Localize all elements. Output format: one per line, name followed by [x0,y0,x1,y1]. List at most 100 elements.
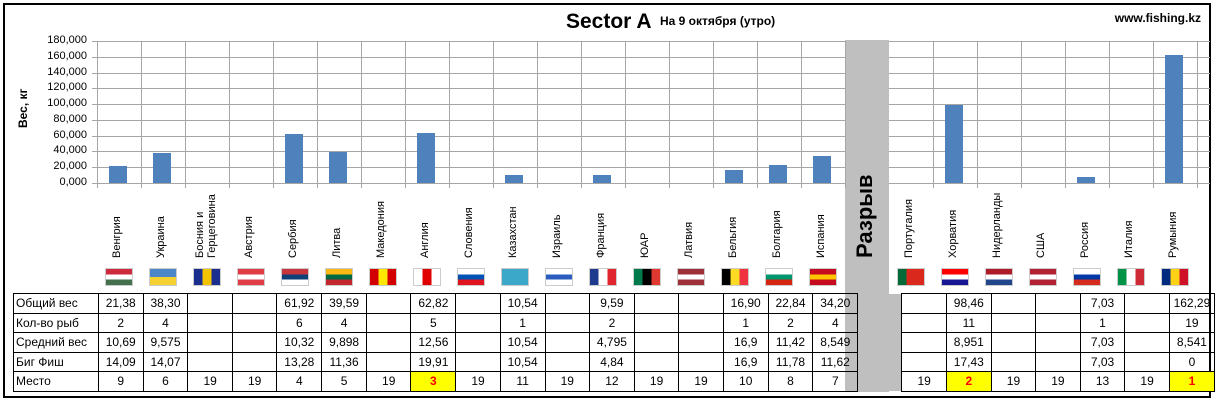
row-label: Кол-во рыб [13,312,99,333]
x-tick-label: Босния и Герцеговина [194,194,218,258]
y-tick-label: 40,000 [53,144,87,157]
x-tick-label: Австрия [243,216,255,258]
bar-6 [329,151,347,183]
flag-icon [501,268,529,286]
cell-big: 14,07 [142,351,189,372]
table-row: Средний вес 10,69 9,575 10,32 9,898 12,56 10,5… [13,332,1215,353]
cell-total: 10,54 [499,293,546,314]
bar-15 [725,169,743,183]
cell-place: 11 [499,371,546,392]
flag-icon [369,268,397,286]
x-tick-label: Испания [815,214,827,258]
cell-big [231,351,278,372]
cell-big: 0 [1168,351,1215,372]
v-gridline [845,41,846,188]
y-tick-label: 0,000 [59,176,87,188]
cell-avg [678,332,724,353]
cell-place: 19 [231,371,278,392]
row-label: Средний вес [13,332,99,353]
cell-count [1124,312,1170,333]
cell-avg [633,332,680,353]
bar-5 [285,134,303,183]
bar-19 [945,105,963,183]
h-gridline [92,119,845,121]
cell-avg: 8,951 [945,332,992,353]
cell-big: 14,09 [97,351,144,372]
flag-icon [457,268,485,286]
v-gridline [537,41,538,188]
y-tick-label: 180,000 [47,34,87,46]
cell-count: 4 [812,312,859,333]
cell-total: 38,30 [142,293,189,314]
y-tick-label: 60,000 [53,128,87,141]
cell-avg [365,332,412,353]
flag-icon [809,268,837,286]
v-gridline [97,41,98,188]
cell-avg: 10,32 [276,332,323,353]
v-gridline [801,41,802,188]
x-tick-label: Бельгия [727,216,739,258]
cell-place: 19 [901,371,947,392]
cell-total [455,293,501,314]
flag-icon [765,268,793,286]
x-tick-label: ЮАР [639,232,651,258]
cell-count: 4 [142,312,189,333]
x-tick-label: Латвия [683,221,695,258]
cell-count: 19 [1168,312,1215,333]
cell-place: 3 [410,371,457,392]
cell-big: 7,03 [1079,351,1126,372]
chart-subtitle: На 9 октября (утро) [660,14,776,28]
site-url: www.fishing.kz [1114,11,1201,25]
v-gridline [141,41,142,188]
flag-icon [1161,268,1189,286]
y-tick-label: 80,000 [53,112,87,125]
cell-avg: 8,549 [812,332,859,353]
cell-total [231,293,278,314]
v-gridline [933,41,934,188]
cell-avg [231,332,278,353]
cell-big [365,351,412,372]
h-gridline [92,151,845,153]
gap-cell [857,371,903,391]
cell-count: 1 [722,312,769,333]
flag-icon [1029,268,1057,286]
cell-total: 22,84 [767,293,814,314]
flag-icon [1117,268,1145,286]
x-tick-label: Украина [155,216,167,258]
cell-total: 61,92 [276,293,323,314]
h-gridline [889,183,1210,184]
flag-icon [105,268,133,286]
cell-total: 21,38 [97,293,144,314]
x-tick-label: Англия [419,222,431,258]
h-gridline [889,56,1210,58]
cell-place: 13 [1079,371,1126,392]
h-gridline [889,119,1210,121]
flag-icon [589,268,617,286]
gap-cell [857,293,903,313]
cell-avg [990,332,1037,353]
cell-place: 19 [187,371,233,392]
cell-avg [901,332,947,353]
cell-place: 5 [321,371,367,392]
cell-count: 6 [276,312,323,333]
flag-icon [677,268,705,286]
v-gridline [449,41,450,188]
cell-count [901,312,947,333]
v-gridline [625,41,626,188]
x-tick-label: Македония [375,201,387,258]
flag-icon [985,268,1013,286]
cell-total [1124,293,1170,314]
cell-avg: 12,56 [410,332,457,353]
x-tick-label: Португалия [903,199,915,258]
x-tick-label: Нидерланды [991,192,1003,258]
cell-avg: 7,03 [1079,332,1126,353]
bar-12 [593,175,611,183]
cell-avg [187,332,233,353]
cell-place: 19 [544,371,591,392]
cell-count: 1 [499,312,546,333]
cell-place: 6 [142,371,189,392]
flag-icon [281,268,309,286]
cell-count [365,312,412,333]
x-tick-label: Сербия [287,219,299,258]
